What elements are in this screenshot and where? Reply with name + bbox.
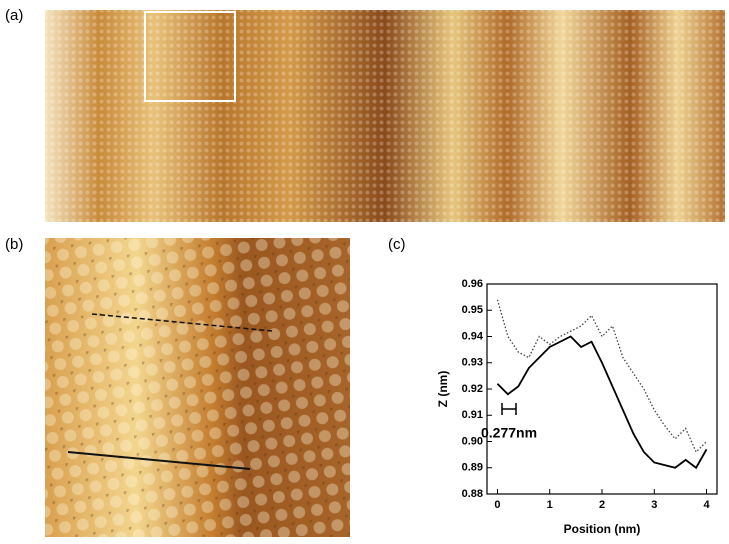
panel-label: (c) xyxy=(388,236,406,253)
x-tick-label: 4 xyxy=(703,499,710,511)
stm-texture xyxy=(45,238,350,537)
y-tick-label: 0.89 xyxy=(462,462,483,474)
x-tick-label: 0 xyxy=(494,499,500,511)
x-tick-label: 1 xyxy=(547,499,553,511)
stm-texture xyxy=(45,10,725,222)
y-tick-label: 0.91 xyxy=(462,409,483,421)
y-tick-label: 0.95 xyxy=(462,304,483,316)
figure: (a) (b) (c) 0.88 0.89 0.90 0.91 0.92 0.93 0.94… xyxy=(0,0,729,539)
y-axis-label: Z (nm) xyxy=(436,371,450,408)
y-tick-label: 0.88 xyxy=(462,488,483,500)
x-tick-label: 3 xyxy=(651,499,657,511)
series-line xyxy=(497,337,706,468)
y-tick-label: 0.92 xyxy=(462,383,483,395)
annotation-bracket xyxy=(502,403,516,415)
panel-c: 0.88 0.89 0.90 0.91 0.92 0.93 0.94 0.95 0.96 0 1 2 3… xyxy=(436,278,717,536)
y-tick-label: 0.93 xyxy=(462,357,483,369)
panel-b: (b) xyxy=(5,236,350,537)
y-tick-label: 0.94 xyxy=(462,330,484,342)
panel-label: (b) xyxy=(5,236,23,253)
x-tick-label: 2 xyxy=(599,499,605,511)
y-tick-label: 0.90 xyxy=(462,435,483,447)
page: (a) (b) (c) 0.88 0.89 0.90 0.91 0.92 0.93 0.94… xyxy=(0,0,729,539)
x-axis-label: Position (nm) xyxy=(564,522,641,536)
y-tick-label: 0.96 xyxy=(462,278,483,290)
panel-label: (a) xyxy=(5,7,23,24)
annotation: 0.277nm xyxy=(481,425,537,441)
panel-a: (a) xyxy=(5,7,725,222)
